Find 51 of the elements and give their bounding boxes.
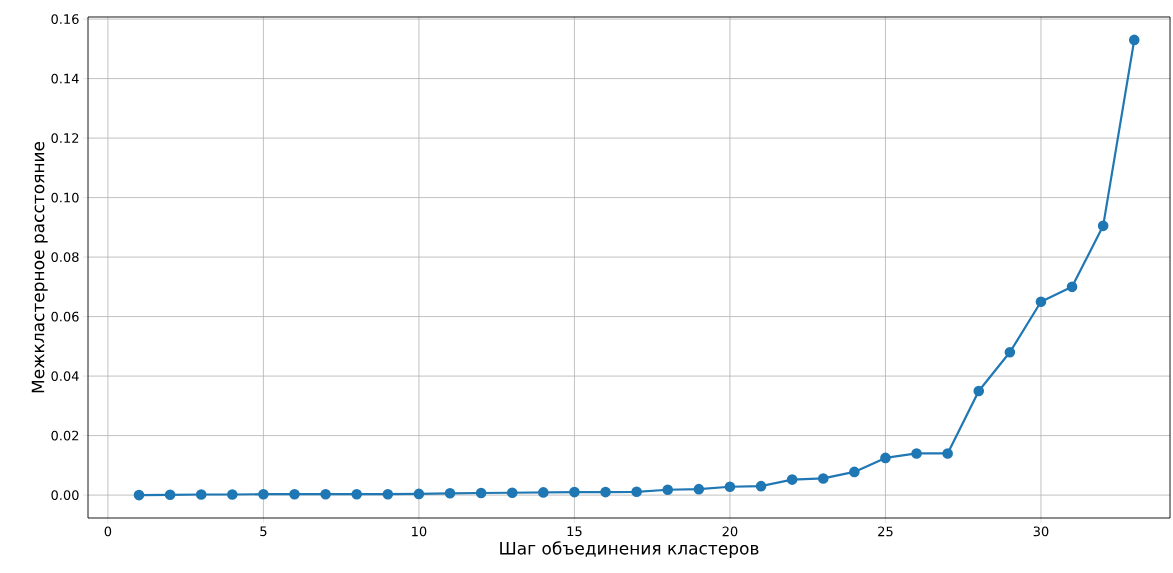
- point: [382, 488, 394, 500]
- point: [942, 448, 953, 459]
- point: [600, 486, 611, 498]
- y-tick-label: 0.00: [51, 490, 79, 501]
- point: [631, 486, 642, 498]
- point: [195, 489, 207, 500]
- point: [289, 488, 300, 500]
- y-tick-label: 0.02: [51, 430, 79, 441]
- point: [724, 481, 736, 493]
- point: [538, 487, 549, 498]
- point: [475, 487, 487, 499]
- x-tick-label: 0: [104, 526, 112, 537]
- point: [973, 385, 985, 397]
- point: [444, 488, 456, 499]
- point: [849, 466, 860, 478]
- point: [755, 480, 767, 492]
- x-tick-label: 10: [412, 526, 427, 537]
- point: [662, 484, 674, 496]
- y-tick-label: 0.12: [51, 133, 79, 143]
- point: [817, 473, 829, 484]
- point: [258, 488, 269, 500]
- x-tick-label: 5: [260, 526, 267, 537]
- point: [1004, 346, 1016, 358]
- point: [1128, 34, 1140, 46]
- point: [693, 483, 705, 495]
- x-tick-label: 30: [1033, 526, 1049, 537]
- y-tick-label: 0.06: [51, 311, 79, 322]
- y-tick-label: 0.14: [51, 73, 79, 84]
- point: [1097, 220, 1109, 232]
- point: [1035, 296, 1047, 308]
- point: [227, 489, 238, 500]
- point: [880, 452, 891, 464]
- x-tick-label: 15: [567, 526, 582, 537]
- x-axis-title: Шаг объединения кластеров: [500, 541, 759, 558]
- point: [320, 488, 331, 500]
- point: [786, 474, 798, 485]
- point: [164, 489, 176, 501]
- x-tick-label: 25: [878, 526, 893, 537]
- point: [506, 487, 518, 499]
- point: [569, 486, 580, 498]
- y-tick-label: 0.16: [51, 14, 79, 24]
- y-axis-title: Межкластерное расстояние: [31, 141, 48, 393]
- y-tick-label: 0.04: [51, 371, 79, 382]
- y-tick-label: 0.08: [51, 252, 79, 262]
- y-tick-label: 0.10: [51, 192, 79, 203]
- point: [911, 448, 922, 459]
- point: [413, 488, 425, 500]
- point: [1066, 281, 1078, 293]
- point: [351, 488, 363, 500]
- point: [133, 489, 145, 501]
- x-tick-label: 20: [722, 526, 738, 537]
